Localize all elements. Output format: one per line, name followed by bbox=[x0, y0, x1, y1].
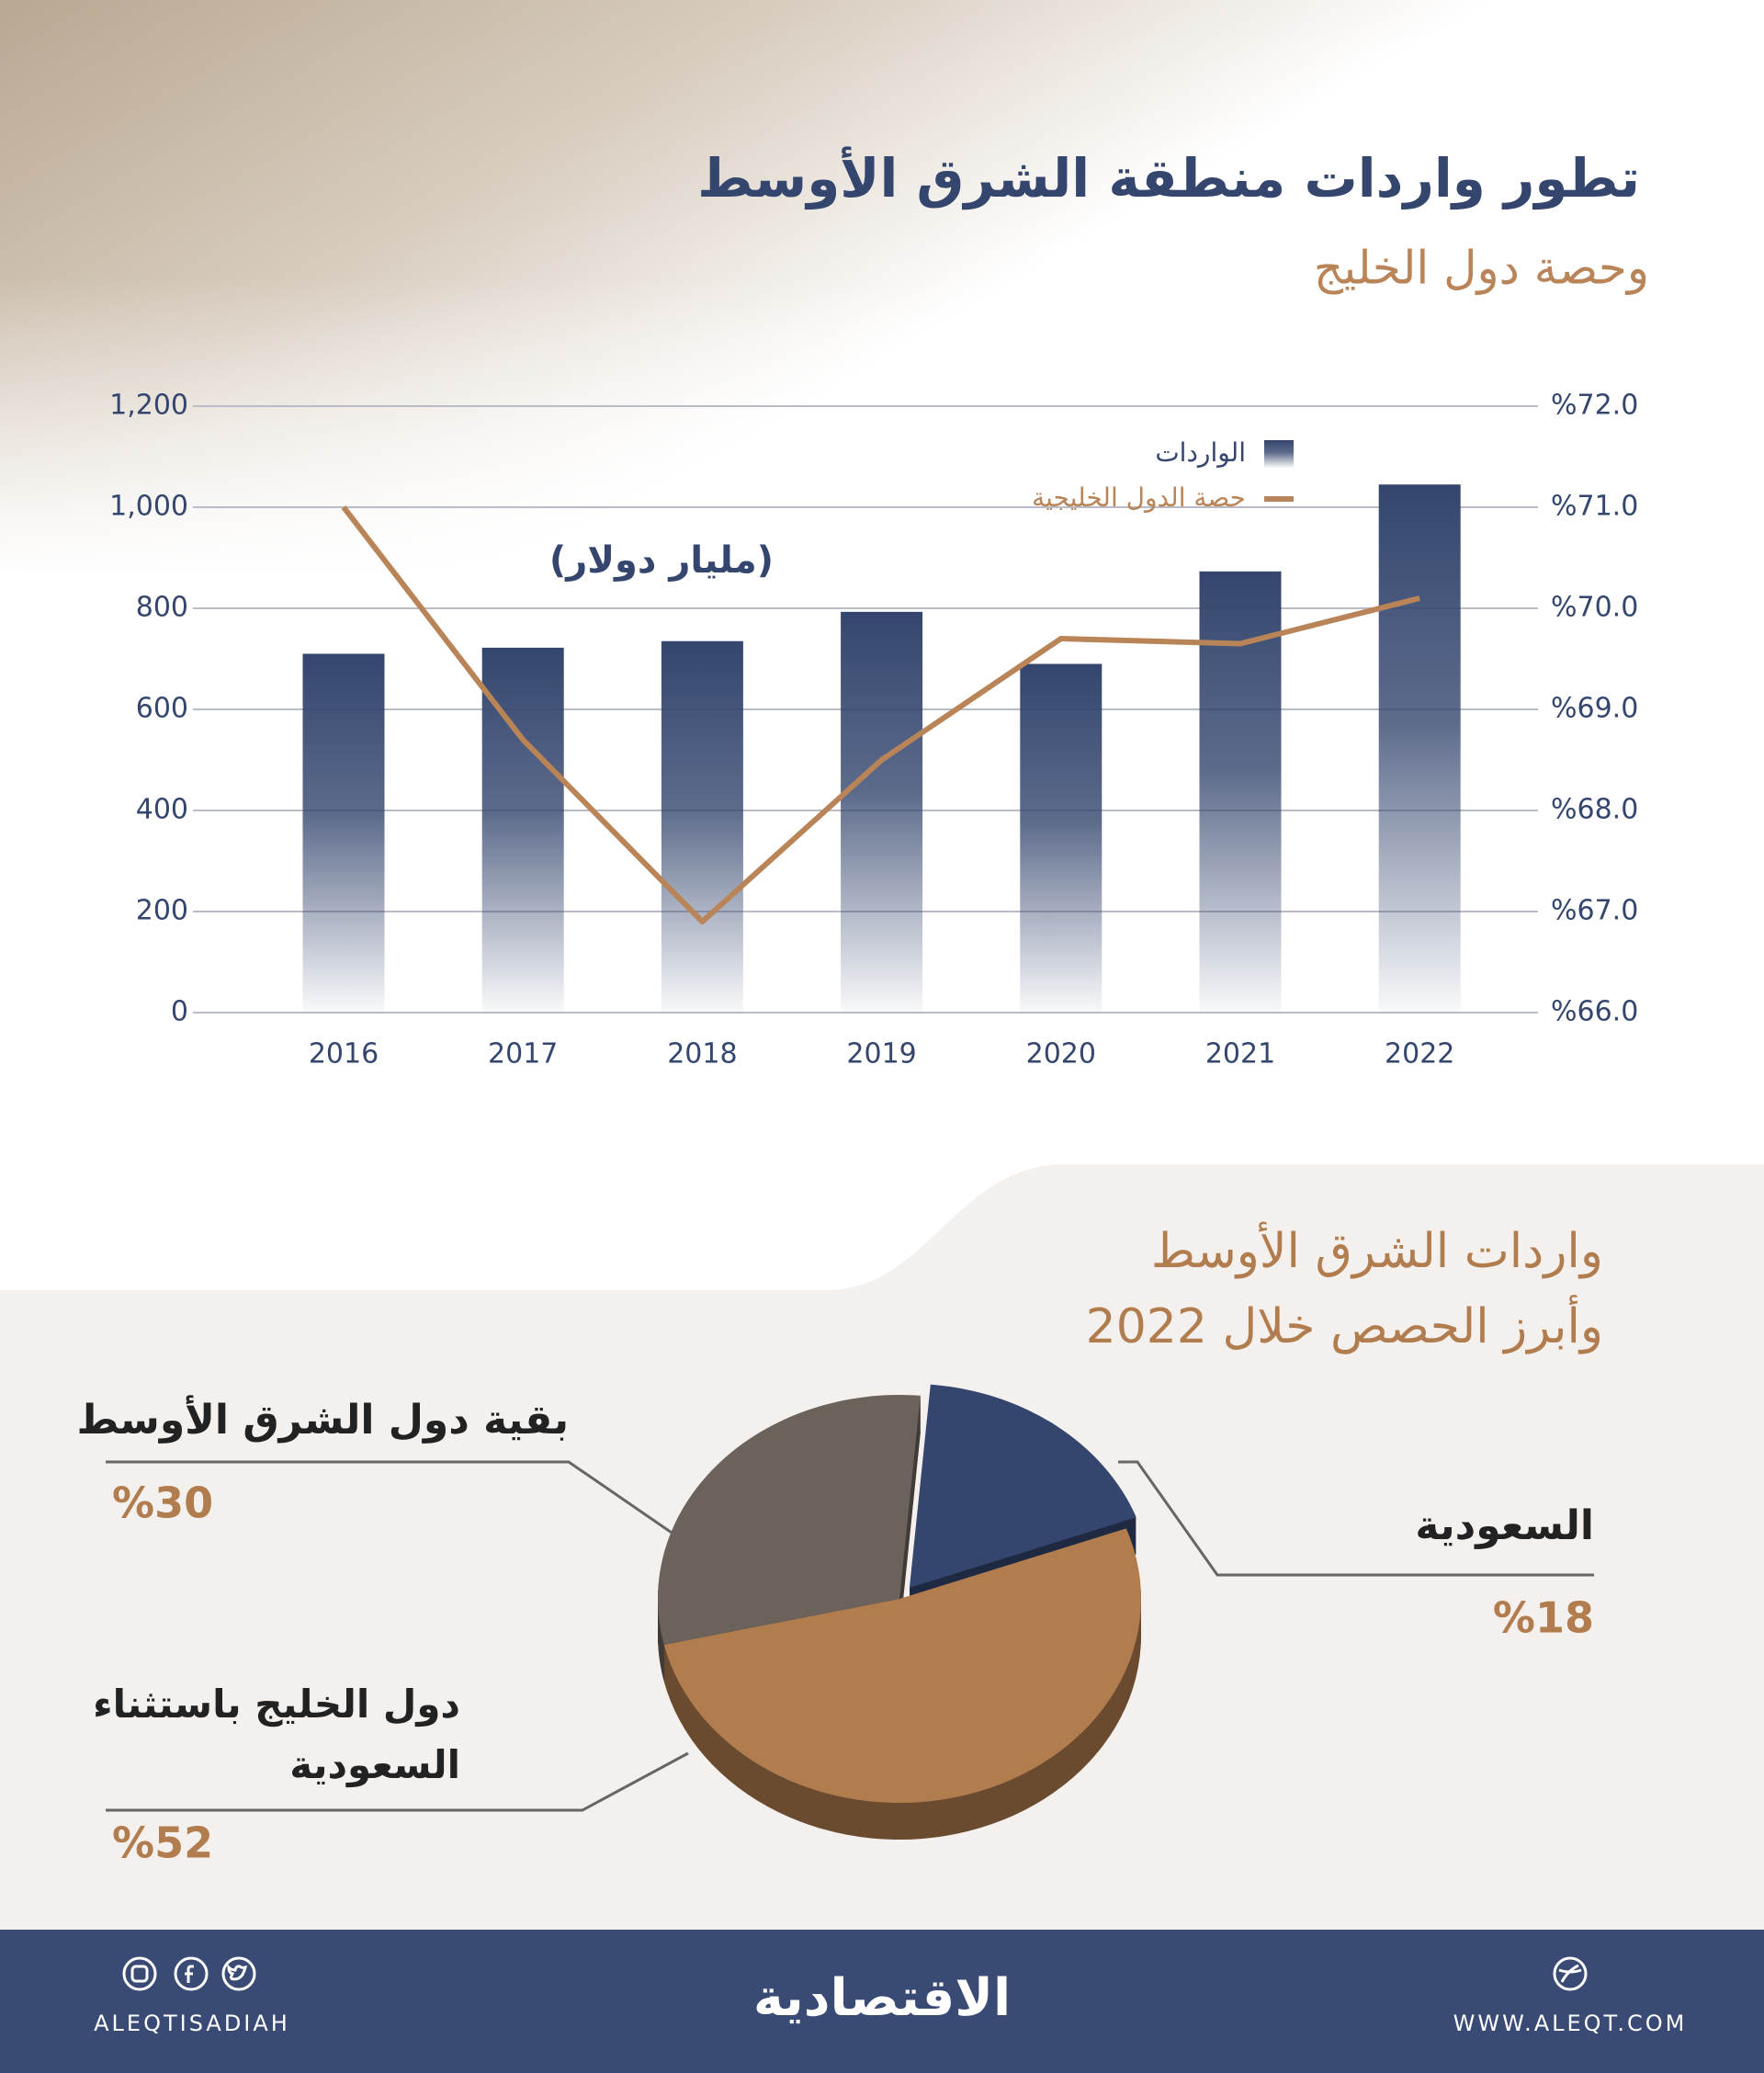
pie-label: بقية دول الشرق الأوسط bbox=[76, 1395, 569, 1444]
x-tick-label: 2022 bbox=[1385, 1038, 1454, 1070]
pie-slice bbox=[663, 1528, 1141, 1803]
facebook-glyph bbox=[185, 1965, 194, 1983]
x-tick-label: 2021 bbox=[1205, 1038, 1275, 1070]
footer-website[interactable]: WWW.ALEQT.COM bbox=[1453, 2011, 1688, 2036]
instagram-icon[interactable] bbox=[122, 1956, 157, 1991]
y-tick-label: 200 bbox=[136, 895, 188, 927]
pie-label: دول الخليج باستثناء السعودية bbox=[93, 1682, 460, 1787]
y2-tick-label: %68.0 bbox=[1551, 794, 1638, 826]
unit-annotation: (مليار دولار) bbox=[549, 539, 774, 582]
footer-handle: ALEQTISADIAH bbox=[94, 2011, 290, 2036]
y2-tick-label: %66.0 bbox=[1551, 996, 1638, 1028]
y-tick-label: 1,200 bbox=[109, 390, 188, 422]
y2-tick-label: %70.0 bbox=[1551, 592, 1638, 624]
header-fade bbox=[0, 276, 1764, 579]
bar bbox=[302, 653, 385, 1013]
line-series bbox=[341, 505, 1420, 924]
y-tick-label: 400 bbox=[136, 794, 188, 826]
x-tick-label: 2019 bbox=[846, 1038, 916, 1070]
bar bbox=[1378, 484, 1461, 1013]
y2-tick-label: %67.0 bbox=[1551, 895, 1638, 927]
legend-label: الواردات bbox=[1155, 437, 1246, 468]
legend-label: حصة الدول الخليجية bbox=[1032, 482, 1246, 513]
instagram-glyph bbox=[130, 1965, 149, 1983]
pie-value-label: %30 bbox=[112, 1478, 213, 1528]
chart-subtitle: وحصة دول الخليج bbox=[1314, 242, 1649, 296]
x-tick-label: 2017 bbox=[488, 1038, 558, 1070]
website-icon[interactable] bbox=[1553, 1956, 1588, 1991]
twitter-icon[interactable] bbox=[221, 1956, 256, 1991]
pie-label: السعودية bbox=[1415, 1502, 1594, 1549]
legend-swatch bbox=[1264, 440, 1294, 468]
y-tick-label: 600 bbox=[136, 693, 188, 725]
pie-value-label: %18 bbox=[1493, 1593, 1594, 1643]
facebook-icon[interactable] bbox=[174, 1956, 209, 1991]
x-tick-label: 2020 bbox=[1026, 1038, 1096, 1070]
twitter-glyph bbox=[227, 1964, 248, 1981]
pie-title: واردات الشرق الأوسط bbox=[1151, 1221, 1603, 1279]
footer-logo: الاقتصادية bbox=[753, 1968, 1011, 2028]
footer-bar bbox=[0, 1930, 1764, 2073]
leader-line bbox=[106, 1751, 689, 1812]
y-tick-label: 0 bbox=[171, 996, 188, 1028]
bar bbox=[661, 640, 743, 1013]
bar bbox=[1020, 663, 1102, 1013]
x-tick-label: 2016 bbox=[309, 1038, 379, 1070]
website-glyph bbox=[1558, 1964, 1582, 1983]
chart-title: تطور واردات منطقة الشرق الأوسط bbox=[697, 146, 1640, 210]
social-icons[interactable] bbox=[122, 1956, 1588, 1991]
y2-tick-label: %72.0 bbox=[1551, 390, 1638, 422]
pie-subtitle: وأبرز الحصص خلال 2022 bbox=[1086, 1295, 1603, 1354]
pie-slice bbox=[909, 1384, 1136, 1588]
leader-line bbox=[1118, 1460, 1594, 1577]
y-tick-label: 800 bbox=[136, 592, 188, 624]
pie-value-label: %52 bbox=[112, 1818, 213, 1868]
y2-tick-label: %71.0 bbox=[1551, 491, 1638, 523]
x-tick-label: 2018 bbox=[667, 1038, 737, 1070]
bar bbox=[841, 611, 923, 1013]
y-tick-label: 1,000 bbox=[109, 491, 188, 523]
y2-tick-label: %69.0 bbox=[1551, 693, 1638, 725]
leader-line bbox=[106, 1460, 675, 1536]
pie-slice bbox=[658, 1394, 921, 1645]
